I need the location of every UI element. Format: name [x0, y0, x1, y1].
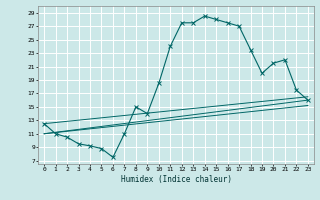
X-axis label: Humidex (Indice chaleur): Humidex (Indice chaleur): [121, 175, 231, 184]
